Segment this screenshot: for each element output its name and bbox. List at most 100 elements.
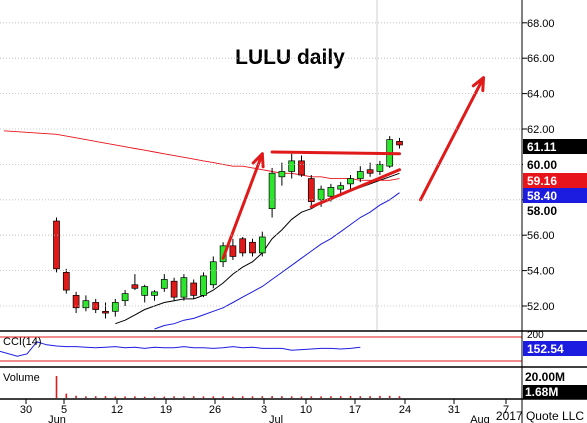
date-tick-label: 7 (503, 404, 509, 416)
candle (366, 162, 374, 177)
candle (307, 175, 315, 207)
candle-down-body (396, 141, 403, 146)
price-label-text: 61.11 (527, 140, 557, 154)
date-tick-label: 5 (61, 404, 67, 416)
price-label-bg (523, 157, 587, 172)
date-tick-label: 10 (300, 404, 312, 416)
candle-up-body (82, 300, 90, 309)
candle (160, 274, 168, 292)
moving-average-line (154, 192, 400, 330)
candle (92, 298, 100, 314)
candle-down-body (307, 178, 315, 202)
candle (229, 238, 237, 260)
chart-title: LULU daily (235, 46, 345, 69)
candle-down-body (239, 238, 247, 254)
candle (347, 175, 354, 190)
candle (131, 274, 139, 291)
candle (298, 155, 305, 177)
price-tick-label: 54.00 (527, 266, 555, 278)
date-tick-label: 12 (111, 404, 123, 416)
candle-up-body (288, 160, 296, 172)
trend-arrow (419, 76, 485, 202)
candle (386, 136, 394, 168)
candle-up-body (268, 172, 276, 210)
date-tick-label: 19 (160, 404, 172, 416)
price-label-bg (523, 139, 587, 154)
date-tick-label: 24 (399, 404, 411, 416)
trend-annotations (221, 76, 485, 260)
candle (190, 279, 198, 299)
candle (288, 153, 296, 179)
candle-up-body (200, 275, 207, 296)
price-label-bg (523, 188, 587, 203)
price-tick-label: 66.00 (527, 53, 555, 65)
candle-down-body (53, 220, 60, 270)
volume-title: Volume (3, 372, 40, 384)
copyright-label: 2017 Quote LLC (496, 409, 584, 423)
candle-up-body (141, 286, 149, 296)
volume-value-label: 1.68M (525, 385, 558, 399)
date-tick-label: 26 (209, 404, 221, 416)
candle (180, 274, 188, 301)
price-label: 59.16 (523, 173, 587, 188)
candles (53, 136, 403, 319)
candle-up-body (347, 178, 354, 185)
price-label: 58.00 (523, 203, 587, 218)
price-label-text: 60.00 (527, 158, 557, 172)
candle-up-body (337, 185, 345, 190)
candle-up-body (111, 302, 119, 312)
date-month-label: Jun (48, 414, 66, 423)
candle (111, 298, 119, 317)
trend-line (270, 150, 401, 156)
candle-up-body (278, 171, 286, 178)
price-label: 60.00 (523, 157, 587, 172)
price-label-text: 58.00 (527, 204, 557, 218)
candle (239, 236, 247, 257)
candle-up-body (121, 293, 129, 302)
candle (121, 290, 129, 306)
price-tick-label: 52.00 (527, 301, 555, 313)
candle (258, 231, 266, 257)
candle-down-body (62, 272, 70, 291)
price-axis: 52.00 54.00 56.00 58.00 60.00 62.00 64.00 66.00… (0, 18, 555, 313)
candle-up-body (327, 187, 335, 197)
candle (53, 217, 60, 273)
price-tick-label: 56.00 (527, 230, 555, 242)
candle (376, 160, 384, 176)
candle-down-body (170, 280, 178, 298)
candle (278, 162, 286, 186)
candle-down-body (92, 302, 100, 310)
candle (396, 137, 403, 149)
volume-value-bg (523, 385, 587, 399)
candle-up-body (356, 171, 364, 179)
candle (62, 268, 70, 294)
candle-up-body (376, 164, 384, 172)
date-ticks: 30 5 12 19 26 3 10 17 24 31 7 Jun Jul Aug 2017 Quote L… (20, 399, 584, 423)
candle-down-body (72, 295, 80, 309)
date-tick-label: 30 (20, 404, 32, 416)
candle-up-body (317, 188, 325, 201)
candle-down-body (190, 282, 198, 296)
date-month-label: Aug (470, 414, 490, 423)
candle (72, 291, 80, 314)
price-tick-label: 62.00 (527, 124, 555, 136)
volume-tick-bg (523, 370, 587, 384)
price-label-bg (523, 203, 587, 218)
trend-arrow (221, 152, 264, 260)
candle-down-body (131, 284, 139, 289)
price-label: 61.11 (523, 139, 587, 154)
candle-down-body (229, 245, 237, 257)
date-axis: 30 5 12 19 26 3 10 17 24 31 7 Jun Jul Aug 2017 Quote L… (0, 398, 587, 423)
candle (200, 272, 207, 298)
cci-line (0, 341, 361, 357)
volume-tick-label: 20.00M (525, 370, 565, 384)
candle (356, 166, 364, 183)
candle (249, 238, 256, 257)
volume-panel-bg (0, 367, 587, 399)
